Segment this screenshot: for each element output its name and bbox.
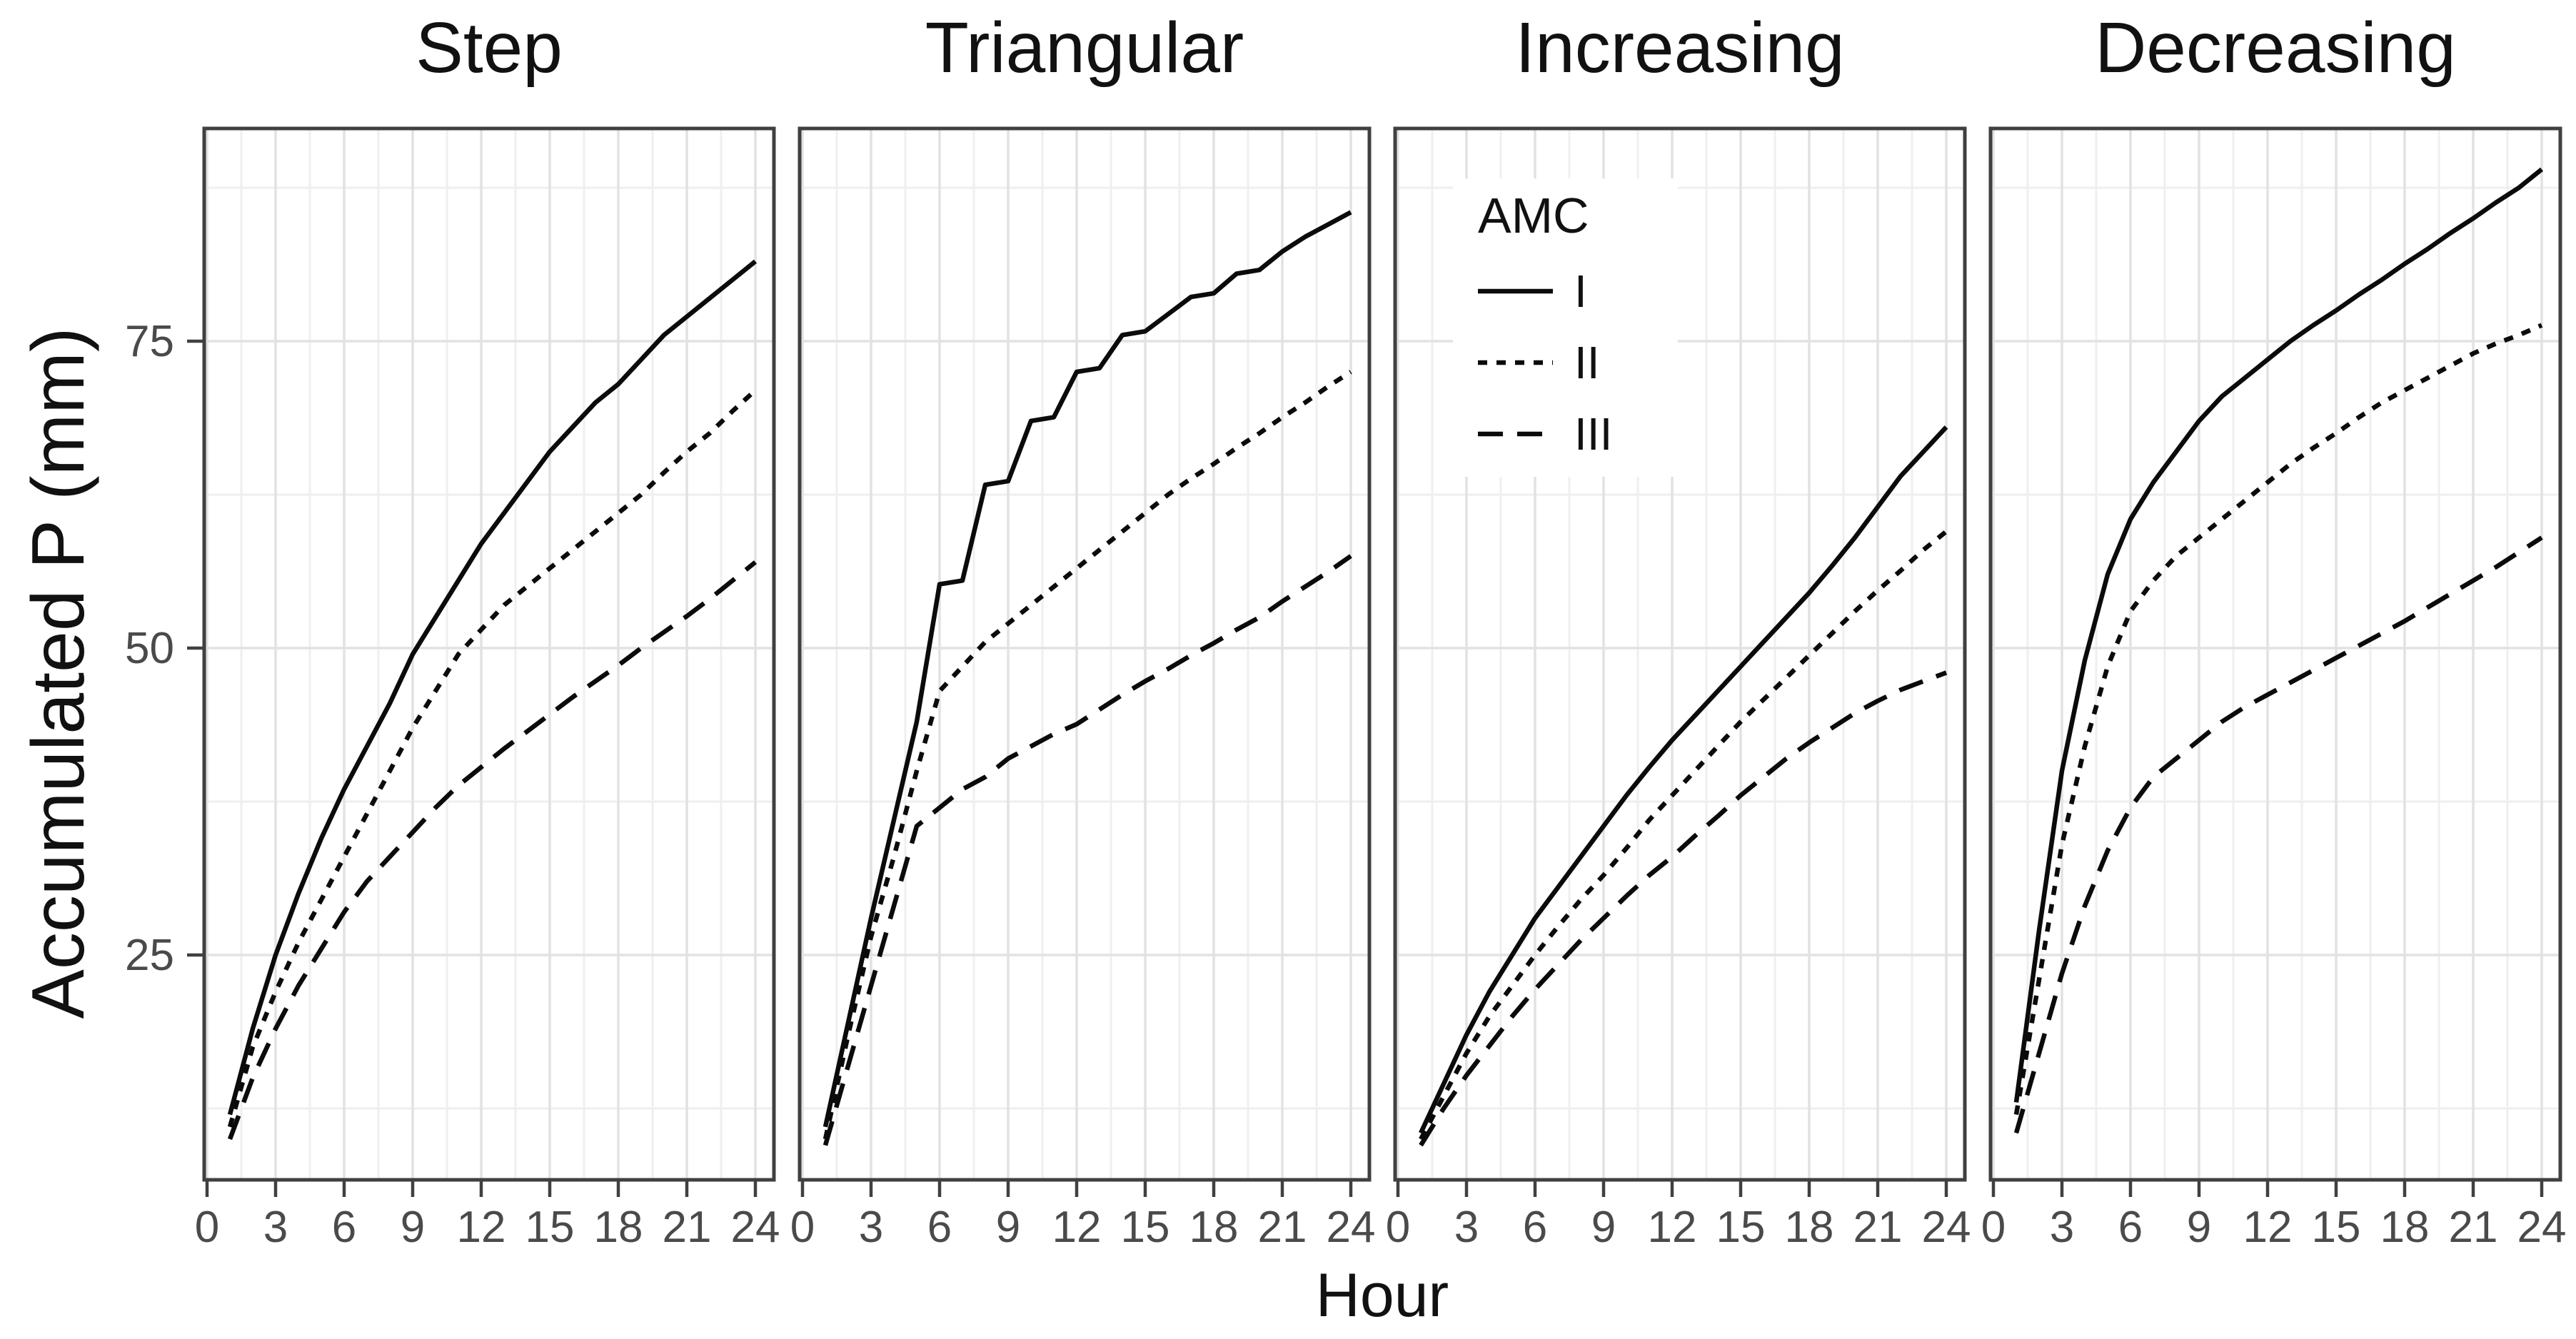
curve-amc-III: [227, 560, 758, 1141]
curve-amc-I: [227, 259, 758, 1116]
x-tick-label: 0: [1981, 1203, 2006, 1252]
curve-amc-III: [822, 554, 1352, 1146]
legend-title: AMC: [1478, 188, 1589, 243]
x-tick-label: 3: [2050, 1203, 2074, 1252]
curve-amc-II: [822, 370, 1352, 1140]
x-tick-label: 6: [332, 1203, 356, 1252]
x-tick-label: 6: [2118, 1203, 2143, 1252]
x-tick-label: 15: [1121, 1203, 1170, 1252]
x-tick-label: 18: [594, 1203, 643, 1252]
legend-key-dotted-line: [1478, 360, 1553, 365]
y-axis-title: Accumulated P (mm): [17, 327, 100, 1019]
x-tick-label: 15: [1716, 1203, 1766, 1252]
legend-label: II: [1574, 337, 1600, 388]
x-tick-label: 21: [663, 1203, 712, 1252]
panel-background: [1991, 128, 2560, 1180]
x-tick-label: 6: [1523, 1203, 1547, 1252]
x-tick-label: 24: [1327, 1203, 1376, 1252]
panel-border: [202, 126, 776, 1182]
facet-title-step: Step: [416, 8, 563, 88]
curve-amc-I: [2013, 167, 2544, 1103]
panel-border: [798, 126, 1372, 1182]
panel-background: [204, 128, 774, 1180]
legend-item-amc-1: I: [1478, 256, 1678, 327]
curve-amc-I: [822, 210, 1352, 1128]
x-tick-label: 18: [1189, 1203, 1239, 1252]
x-tick-label: 12: [2243, 1203, 2293, 1252]
x-tick-label: 3: [1454, 1203, 1479, 1252]
curve-amc-III: [2013, 535, 2543, 1134]
curve-amc-II: [1419, 530, 1948, 1141]
x-tick-label: 21: [2449, 1203, 2498, 1252]
x-tick-label: 21: [1853, 1203, 1903, 1252]
legend: AMC I II III: [1453, 178, 1678, 477]
legend-item-amc-3: III: [1478, 398, 1678, 470]
x-tick-label: 9: [1591, 1203, 1616, 1252]
x-tick-label: 24: [2517, 1203, 2567, 1252]
facet-title-increasing: Increasing: [1515, 8, 1845, 88]
legend-label: III: [1574, 408, 1613, 460]
x-tick-label: 0: [790, 1203, 815, 1252]
x-tick-label: 0: [195, 1203, 219, 1252]
curve-amc-II: [2013, 323, 2543, 1116]
legend-label: I: [1574, 266, 1587, 317]
legend-key-dashed-line: [1478, 431, 1553, 437]
x-tick-label: 18: [1785, 1203, 1834, 1252]
x-tick-label: 24: [731, 1203, 780, 1252]
curve-amc-II: [227, 388, 758, 1128]
x-tick-label: 21: [1258, 1203, 1307, 1252]
y-tick-label: 25: [125, 931, 174, 980]
x-tick-label: 9: [2187, 1203, 2211, 1252]
curve-amc-I: [1419, 425, 1948, 1134]
x-tick-label: 9: [401, 1203, 425, 1252]
y-tick-label: 50: [125, 624, 174, 673]
x-tick-label: 3: [263, 1203, 288, 1252]
x-tick-label: 12: [457, 1203, 506, 1252]
facet-title-decreasing: Decreasing: [2095, 8, 2456, 88]
x-tick-label: 12: [1052, 1203, 1102, 1252]
legend-item-amc-2: II: [1478, 327, 1678, 398]
x-tick-label: 15: [525, 1203, 575, 1252]
x-tick-label: 15: [2312, 1203, 2361, 1252]
x-axis-title: Hour: [1315, 1261, 1449, 1330]
x-tick-label: 12: [1648, 1203, 1697, 1252]
x-tick-label: 6: [927, 1203, 952, 1252]
panel-background: [800, 128, 1369, 1180]
panel-border: [1988, 126, 2562, 1182]
y-tick-label: 75: [125, 317, 174, 366]
x-tick-label: 0: [1386, 1203, 1410, 1252]
x-tick-label: 9: [996, 1203, 1020, 1252]
x-tick-label: 18: [2380, 1203, 2430, 1252]
panel-border: [1393, 126, 1967, 1182]
curve-amc-III: [1419, 670, 1948, 1147]
facet-title-triangular: Triangular: [925, 8, 1244, 88]
x-tick-label: 3: [859, 1203, 883, 1252]
x-tick-label: 24: [1922, 1203, 1971, 1252]
legend-key-solid-line: [1478, 288, 1553, 294]
